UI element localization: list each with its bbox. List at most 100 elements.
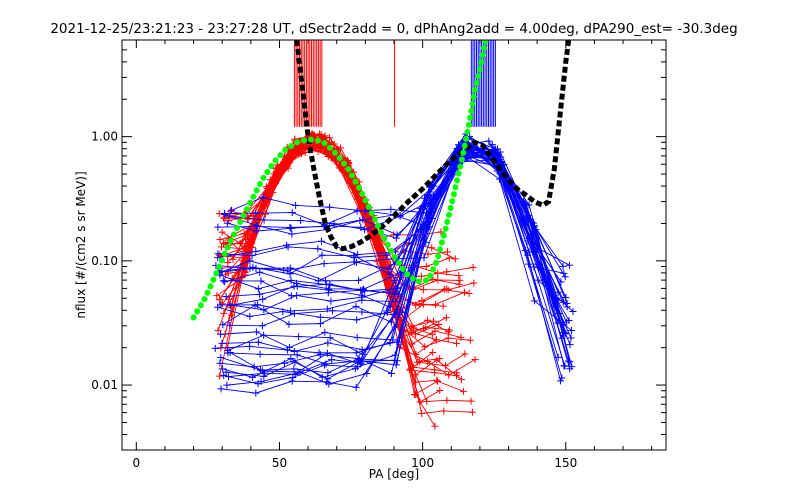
blue-point [387,369,395,377]
blue-point [356,357,364,365]
blue-point [315,349,323,357]
y-tick-label: 0.01 [91,378,118,392]
red-point [424,250,432,258]
blue-point [424,200,432,208]
blue-point [317,237,325,245]
red-point [214,327,222,335]
red-point [220,240,228,248]
blue-point [254,380,262,388]
blue-point [561,362,569,370]
blue-point [322,281,330,289]
blue-point [560,321,568,329]
blue-point [287,224,295,232]
blue-point [246,312,254,320]
red-point [467,397,475,405]
red-point [429,317,437,325]
blue-point [525,248,533,256]
blue-point [568,363,576,371]
blue-point [324,369,332,377]
blue-point [287,292,295,300]
blue-point [354,363,362,371]
red-point [469,263,477,271]
red-point [445,326,453,334]
blue-point [246,257,254,265]
blue-point [565,261,573,269]
blue-point [559,262,567,270]
blue-point [392,234,400,242]
red-point [460,288,468,296]
blue-point [221,209,229,217]
blue-point [318,251,326,259]
red-point [465,289,473,297]
blue-point [284,266,292,274]
red-point [325,134,333,142]
red-point [408,340,416,348]
blue-point [223,381,231,389]
blue-point [288,230,296,238]
x-tick-label: 50 [272,456,287,470]
blue-point [285,343,293,351]
blue-point [219,321,227,329]
red-point [348,183,356,191]
red-point [221,239,229,247]
blue-point [290,347,298,355]
red-point [422,262,430,270]
blue-point [316,320,324,328]
red-point [218,228,226,236]
blue-point [386,303,394,311]
blue-point [422,238,430,246]
red-point [444,286,452,294]
blue-point [554,353,562,361]
black-model-curve [294,40,572,252]
red-point [444,334,452,342]
blue-point [326,334,334,342]
blue-point [328,356,336,364]
blue-point [386,270,394,278]
red-point [216,236,224,244]
blue-point [217,330,225,338]
red-point [418,409,426,417]
blue-point [220,371,228,379]
blue-point [567,334,575,342]
red-point [418,297,426,304]
red-point [366,225,374,233]
red-point [279,158,287,166]
blue-point [326,203,334,211]
red-point [419,300,427,308]
blue-point [286,223,294,231]
blue-point [257,277,265,285]
blue-point [261,369,269,377]
blue-point [355,276,363,284]
blue-point [521,246,529,254]
blue-point [389,336,397,344]
blue-point [569,307,577,315]
blue-point [528,218,536,226]
red-point [442,314,450,322]
blue-point [563,303,571,311]
y-axis-label: nflux [#/(cm2 s sr MeV)] [74,171,88,318]
blue-point [555,309,563,317]
red-point [429,348,437,356]
blue-point [350,254,358,262]
blue-point [227,206,235,214]
red-point [423,397,431,405]
blue-point [530,244,538,252]
blue-point [391,289,399,297]
red-point [470,279,478,287]
blue-point [391,351,399,359]
blue-point [566,358,574,366]
blue-point [383,307,391,315]
y-tick-label: 0.10 [91,254,118,268]
blue-point [324,339,332,347]
blue-point [354,251,362,259]
red-point [457,333,465,341]
blue-point [322,360,330,368]
blue-point [226,321,234,329]
blue-point [259,295,267,303]
blue-point [420,254,428,262]
blue-point [252,247,260,255]
blue-point [214,250,222,258]
red-point [407,365,415,373]
blue-point [253,222,261,230]
red-point [419,286,427,294]
